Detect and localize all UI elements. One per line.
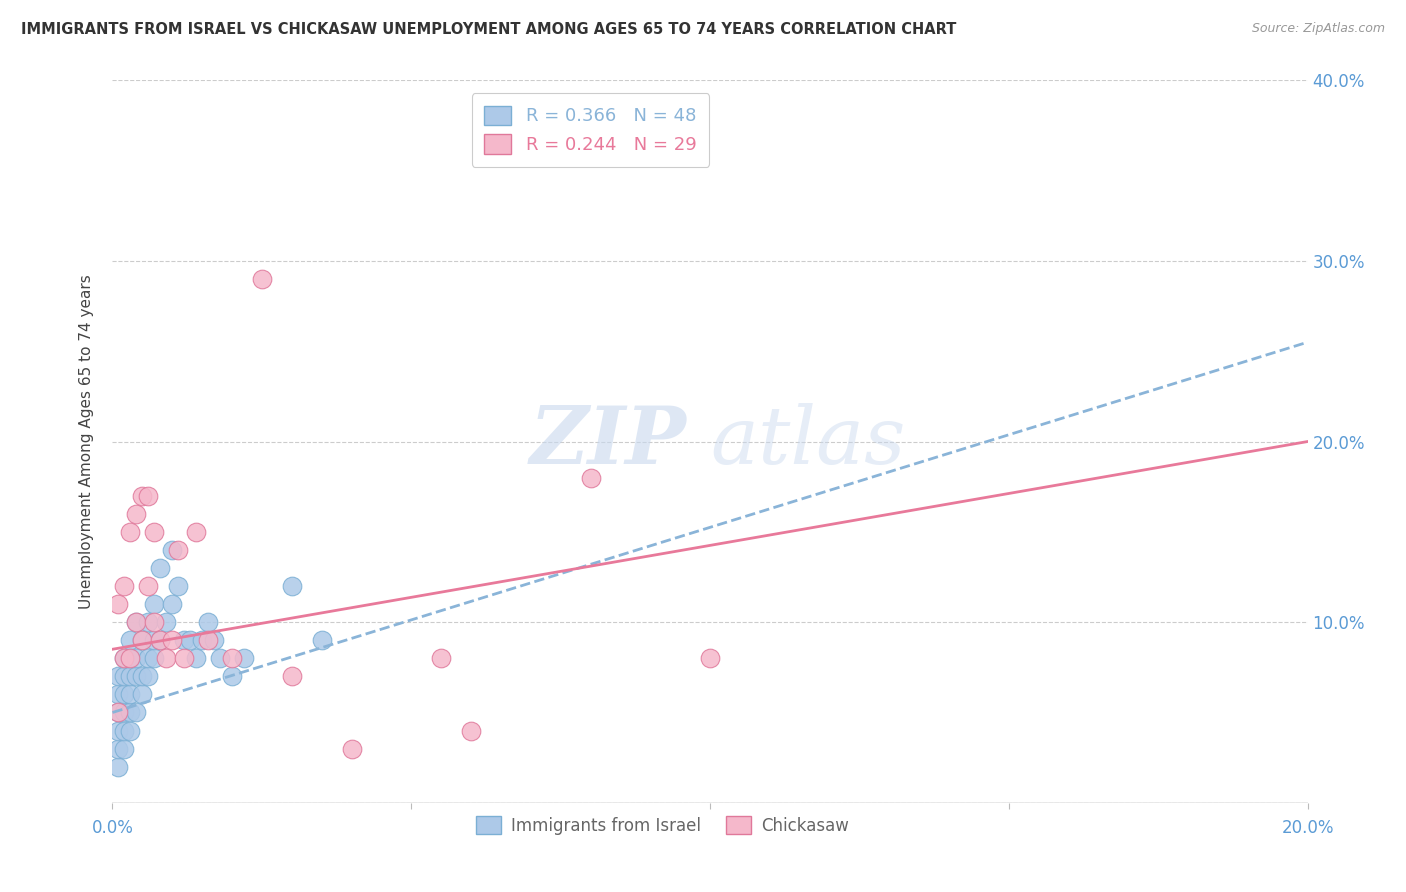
Point — [120, 706, 142, 720]
Point — [143, 651, 166, 665]
Point — [107, 706, 129, 720]
Point — [340, 741, 363, 756]
Point — [143, 615, 166, 630]
Point — [186, 524, 208, 539]
Point — [138, 579, 160, 593]
Point — [197, 615, 219, 630]
Point — [250, 272, 273, 286]
Point — [191, 633, 214, 648]
Point — [107, 760, 129, 774]
Point — [202, 633, 225, 648]
Point — [579, 471, 602, 485]
Point — [221, 669, 243, 683]
Text: Source: ZipAtlas.com: Source: ZipAtlas.com — [1251, 22, 1385, 36]
Point — [138, 669, 160, 683]
Point — [120, 651, 142, 665]
Point — [114, 687, 135, 701]
Point — [120, 669, 142, 683]
Point — [430, 651, 453, 665]
Point — [107, 687, 129, 701]
Point — [125, 706, 148, 720]
Point — [311, 633, 333, 648]
Point — [114, 651, 135, 665]
Point — [138, 489, 160, 503]
Point — [167, 542, 190, 557]
Point — [162, 542, 183, 557]
Point — [107, 741, 129, 756]
Point — [125, 615, 148, 630]
Point — [125, 507, 148, 521]
Point — [197, 633, 219, 648]
Point — [162, 633, 183, 648]
Point — [186, 651, 208, 665]
Point — [460, 723, 482, 738]
Point — [281, 669, 304, 683]
Point — [107, 706, 129, 720]
Point — [138, 615, 160, 630]
Point — [155, 615, 177, 630]
Point — [107, 723, 129, 738]
Y-axis label: Unemployment Among Ages 65 to 74 years: Unemployment Among Ages 65 to 74 years — [79, 274, 94, 609]
Point — [114, 741, 135, 756]
Point — [155, 651, 177, 665]
Point — [143, 633, 166, 648]
Point — [173, 651, 195, 665]
Point — [125, 651, 148, 665]
Point — [120, 687, 142, 701]
Point — [138, 651, 160, 665]
Point — [131, 633, 153, 648]
Point — [179, 633, 201, 648]
Point — [107, 597, 129, 611]
Point — [125, 669, 148, 683]
Point — [131, 669, 153, 683]
Point — [120, 524, 142, 539]
Text: ZIP: ZIP — [529, 403, 686, 480]
Point — [221, 651, 243, 665]
Point — [143, 597, 166, 611]
Point — [699, 651, 721, 665]
Point — [173, 633, 195, 648]
Point — [114, 651, 135, 665]
Point — [120, 651, 142, 665]
Point — [233, 651, 256, 665]
Point — [281, 579, 304, 593]
Point — [209, 651, 232, 665]
Text: IMMIGRANTS FROM ISRAEL VS CHICKASAW UNEMPLOYMENT AMONG AGES 65 TO 74 YEARS CORRE: IMMIGRANTS FROM ISRAEL VS CHICKASAW UNEM… — [21, 22, 956, 37]
Point — [114, 669, 135, 683]
Point — [131, 633, 153, 648]
Point — [120, 633, 142, 648]
Point — [149, 633, 172, 648]
Legend: Immigrants from Israel, Chickasaw: Immigrants from Israel, Chickasaw — [470, 809, 855, 841]
Point — [107, 669, 129, 683]
Point — [149, 633, 172, 648]
Text: atlas: atlas — [710, 403, 905, 480]
Point — [114, 579, 135, 593]
Point — [131, 687, 153, 701]
Point — [120, 723, 142, 738]
Point — [167, 579, 190, 593]
Point — [162, 597, 183, 611]
Point — [143, 524, 166, 539]
Point — [149, 561, 172, 575]
Point — [114, 723, 135, 738]
Point — [114, 706, 135, 720]
Point — [131, 489, 153, 503]
Point — [125, 615, 148, 630]
